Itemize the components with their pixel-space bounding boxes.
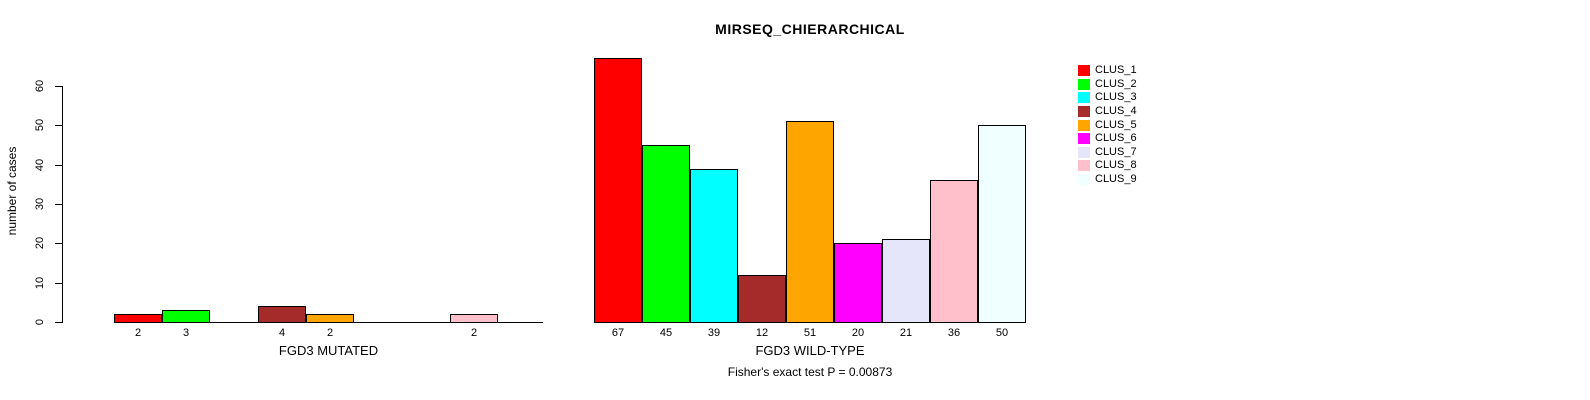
legend-item-clus_7: CLUS_7: [1078, 146, 1137, 160]
bar-clus_5: [786, 121, 834, 323]
bar-clus_8: [930, 180, 978, 323]
y-tick-mark: [55, 204, 62, 205]
y-axis-line: [62, 86, 63, 323]
y-tick-label: 60: [34, 79, 46, 93]
bar-clus_5: [306, 314, 354, 323]
bar-clus_8: [450, 314, 498, 323]
bar-value-label: 45: [659, 327, 673, 339]
legend-swatch: [1078, 65, 1090, 77]
bar-clus_4: [258, 306, 306, 323]
bar-value-label: 20: [851, 327, 865, 339]
bar-clus_3: [690, 169, 738, 323]
bar-value-label: 2: [470, 327, 478, 339]
bar-value-label: 3: [182, 327, 190, 339]
bar-value-label: 12: [755, 327, 769, 339]
bar-value-label: 50: [995, 327, 1009, 339]
legend-swatch: [1078, 160, 1090, 172]
legend-swatch: [1078, 133, 1090, 145]
x-axis-title-wildtype: FGD3 WILD-TYPE: [755, 343, 865, 358]
legend-swatch: [1078, 174, 1090, 186]
bar-value-label: 21: [899, 327, 913, 339]
legend-label: CLUS_1: [1095, 64, 1137, 77]
legend-label: CLUS_6: [1095, 132, 1137, 145]
legend-item-clus_1: CLUS_1: [1078, 64, 1137, 78]
y-tick-mark: [55, 243, 62, 244]
legend-label: CLUS_5: [1095, 118, 1137, 131]
x-axis-title-mutated: FGD3 MUTATED: [278, 343, 379, 358]
legend-item-clus_6: CLUS_6: [1078, 132, 1137, 146]
legend-swatch: [1078, 78, 1090, 90]
bar-clus_9: [978, 125, 1026, 323]
legend-label: CLUS_3: [1095, 91, 1137, 104]
legend-item-clus_9: CLUS_9: [1078, 173, 1137, 187]
legend-item-clus_3: CLUS_3: [1078, 91, 1137, 105]
y-axis-title: number of cases: [5, 146, 19, 236]
legend-swatch: [1078, 146, 1090, 158]
y-tick-label: 10: [34, 276, 46, 290]
legend-label: CLUS_4: [1095, 105, 1137, 118]
bar-value-label: 39: [707, 327, 721, 339]
bar-value-label: 51: [803, 327, 817, 339]
bar-value-label: 2: [134, 327, 142, 339]
bar-clus_1: [594, 58, 642, 323]
bar-clus_4: [738, 275, 786, 323]
bar-value-label: 67: [611, 327, 625, 339]
legend-item-clus_8: CLUS_8: [1078, 159, 1137, 173]
legend: CLUS_1 CLUS_2 CLUS_3 CLUS_4 CLUS_5 CLUS_6 CLUS…: [1078, 64, 1137, 186]
bar-value-label: 2: [326, 327, 334, 339]
bar-value-label: 4: [278, 327, 286, 339]
y-tick-label: 30: [34, 197, 46, 211]
chart-title: MIRSEQ_CHIERARCHICAL: [715, 21, 905, 37]
y-tick-mark: [55, 86, 62, 87]
bar-clus_2: [162, 310, 210, 323]
y-tick-label: 40: [34, 158, 46, 172]
legend-item-clus_2: CLUS_2: [1078, 78, 1137, 92]
y-tick-mark: [55, 165, 62, 166]
legend-label: CLUS_2: [1095, 77, 1137, 90]
bar-value-label: 36: [947, 327, 961, 339]
bar-clus_7: [882, 239, 930, 323]
legend-item-clus_5: CLUS_5: [1078, 118, 1137, 132]
y-tick-mark: [55, 283, 62, 284]
y-tick-mark: [55, 125, 62, 126]
legend-label: CLUS_7: [1095, 145, 1137, 158]
legend-item-clus_4: CLUS_4: [1078, 105, 1137, 119]
bar-clus_2: [642, 145, 690, 323]
y-tick-label: 0: [34, 318, 46, 326]
legend-label: CLUS_9: [1095, 173, 1137, 186]
legend-swatch: [1078, 106, 1090, 118]
fisher-test-caption: Fisher's exact test P = 0.00873: [727, 365, 893, 379]
y-tick-label: 50: [34, 118, 46, 132]
legend-swatch: [1078, 119, 1090, 131]
y-tick-label: 20: [34, 236, 46, 250]
legend-label: CLUS_8: [1095, 159, 1137, 172]
bar-clus_1: [114, 314, 162, 323]
bar-clus_6: [834, 243, 882, 323]
y-tick-mark: [55, 322, 62, 323]
legend-swatch: [1078, 92, 1090, 104]
